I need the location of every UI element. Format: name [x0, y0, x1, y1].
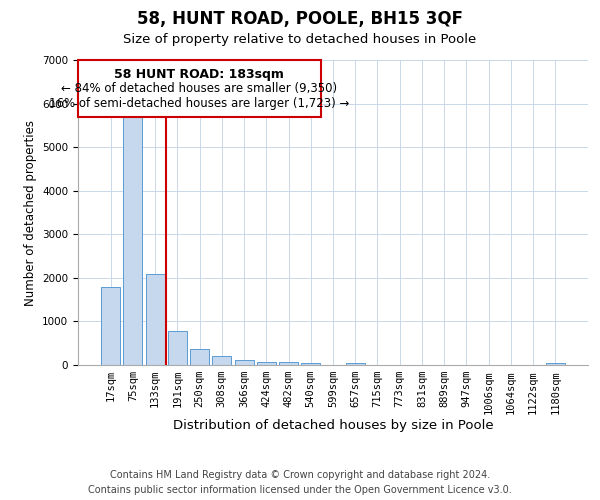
Bar — [101, 288, 120, 365]
Bar — [301, 362, 320, 365]
Y-axis label: Number of detached properties: Number of detached properties — [23, 120, 37, 306]
Text: 58 HUNT ROAD: 183sqm: 58 HUNT ROAD: 183sqm — [115, 68, 284, 81]
Bar — [212, 356, 231, 365]
Bar — [124, 114, 142, 365]
Text: ← 84% of detached houses are smaller (9,350): ← 84% of detached houses are smaller (9,… — [61, 82, 337, 95]
Text: Contains HM Land Registry data © Crown copyright and database right 2024.
Contai: Contains HM Land Registry data © Crown c… — [88, 470, 512, 495]
Text: 16% of semi-detached houses are larger (1,723) →: 16% of semi-detached houses are larger (… — [49, 97, 350, 110]
Bar — [279, 362, 298, 365]
Bar — [257, 362, 276, 365]
Bar — [546, 363, 565, 365]
X-axis label: Distribution of detached houses by size in Poole: Distribution of detached houses by size … — [173, 419, 493, 432]
Bar — [190, 349, 209, 365]
FancyBboxPatch shape — [78, 60, 321, 116]
Bar — [168, 330, 187, 365]
Text: Size of property relative to detached houses in Poole: Size of property relative to detached ho… — [124, 32, 476, 46]
Bar — [235, 360, 254, 365]
Text: 58, HUNT ROAD, POOLE, BH15 3QF: 58, HUNT ROAD, POOLE, BH15 3QF — [137, 10, 463, 28]
Bar — [146, 274, 164, 365]
Bar — [346, 363, 365, 365]
